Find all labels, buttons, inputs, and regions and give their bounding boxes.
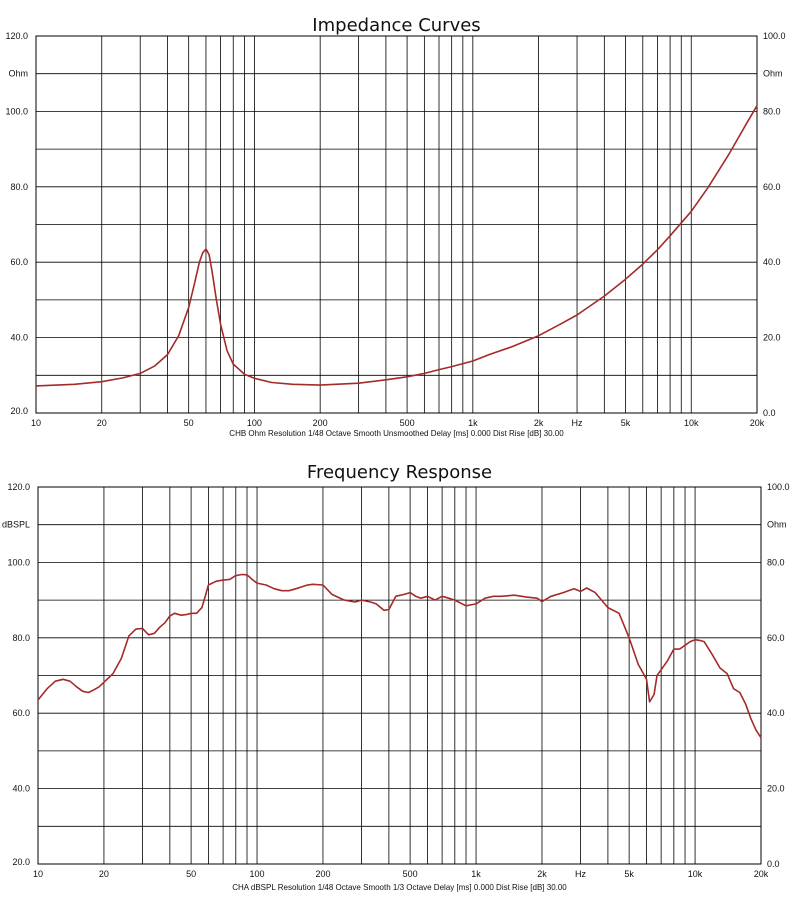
horizontal-grid: [38, 524, 761, 827]
y-tick-label: 20.0: [12, 857, 30, 867]
y-axis-unit: dBSPL: [2, 520, 30, 530]
x-tick-label: 500: [403, 869, 418, 879]
measurement-footer: CHA dBSPL Resolution 1/48 Octave Smooth …: [232, 883, 567, 892]
x-tick-label: 5k: [621, 418, 631, 428]
y-tick-label: 40.0: [10, 333, 28, 343]
impedance-chart: Impedance Curves120.0100.080.060.040.020…: [5, 15, 785, 438]
right-y-tick-label: 80.0: [767, 557, 785, 567]
y-tick-label: 120.0: [7, 482, 30, 492]
series-line: [35, 105, 758, 387]
horizontal-grid: [36, 73, 757, 376]
plot-frame: [37, 486, 762, 865]
x-tick-label: 20k: [754, 869, 769, 879]
x-tick-label: 20: [99, 869, 109, 879]
x-tick-label: 200: [315, 869, 330, 879]
right-y-axis-unit: Ohm: [763, 69, 783, 79]
chart-title: Impedance Curves: [312, 15, 480, 36]
x-tick-label: 200: [313, 418, 328, 428]
x-axis-unit: Hz: [572, 418, 583, 428]
x-tick-label: 100: [250, 869, 265, 879]
series-line: [37, 573, 762, 739]
right-y-tick-label: 20.0: [763, 333, 781, 343]
measurement-footer: CHB Ohm Resolution 1/48 Octave Smooth Un…: [229, 429, 564, 438]
right-y-tick-label: 100.0: [763, 31, 786, 41]
x-tick-label: 50: [184, 418, 194, 428]
right-y-tick-label: 100.0: [767, 482, 790, 492]
chart-title: Frequency Response: [307, 462, 492, 483]
x-tick-label: 20k: [750, 418, 765, 428]
y-tick-label: 40.0: [12, 784, 30, 794]
right-y-tick-label: 40.0: [767, 708, 785, 718]
x-tick-label: 50: [186, 869, 196, 879]
right-y-tick-label: 0.0: [763, 408, 776, 418]
x-tick-label: 5k: [624, 869, 634, 879]
y-axis-unit: Ohm: [8, 69, 28, 79]
y-tick-label: 100.0: [5, 106, 28, 116]
y-tick-label: 80.0: [12, 633, 30, 643]
right-y-tick-label: 0.0: [767, 859, 780, 869]
y-tick-label: 100.0: [7, 557, 30, 567]
x-tick-label: 100: [247, 418, 262, 428]
right-y-tick-label: 60.0: [763, 182, 781, 192]
x-tick-label: 20: [97, 418, 107, 428]
x-tick-label: 10k: [688, 869, 703, 879]
y-tick-label: 60.0: [10, 257, 28, 267]
y-tick-label: 80.0: [10, 182, 28, 192]
y-tick-label: 20.0: [10, 406, 28, 416]
right-y-tick-label: 80.0: [763, 106, 781, 116]
right-y-axis-unit: Ohm: [767, 520, 787, 530]
y-tick-label: 120.0: [5, 31, 28, 41]
y-tick-label: 60.0: [12, 708, 30, 718]
plot-frame: [35, 35, 758, 414]
x-tick-label: 2k: [537, 869, 547, 879]
x-tick-label: 10k: [684, 418, 699, 428]
frequency-response-chart: Frequency Response120.0100.080.060.040.0…: [2, 462, 790, 892]
x-axis-unit: Hz: [575, 869, 586, 879]
x-tick-label: 10: [33, 869, 43, 879]
x-tick-label: 10: [31, 418, 41, 428]
x-tick-label: 1k: [468, 418, 478, 428]
x-tick-label: 2k: [534, 418, 544, 428]
x-tick-label: 1k: [471, 869, 481, 879]
right-y-tick-label: 20.0: [767, 784, 785, 794]
right-y-tick-label: 60.0: [767, 633, 785, 643]
right-y-tick-label: 40.0: [763, 257, 781, 267]
x-tick-label: 500: [400, 418, 415, 428]
